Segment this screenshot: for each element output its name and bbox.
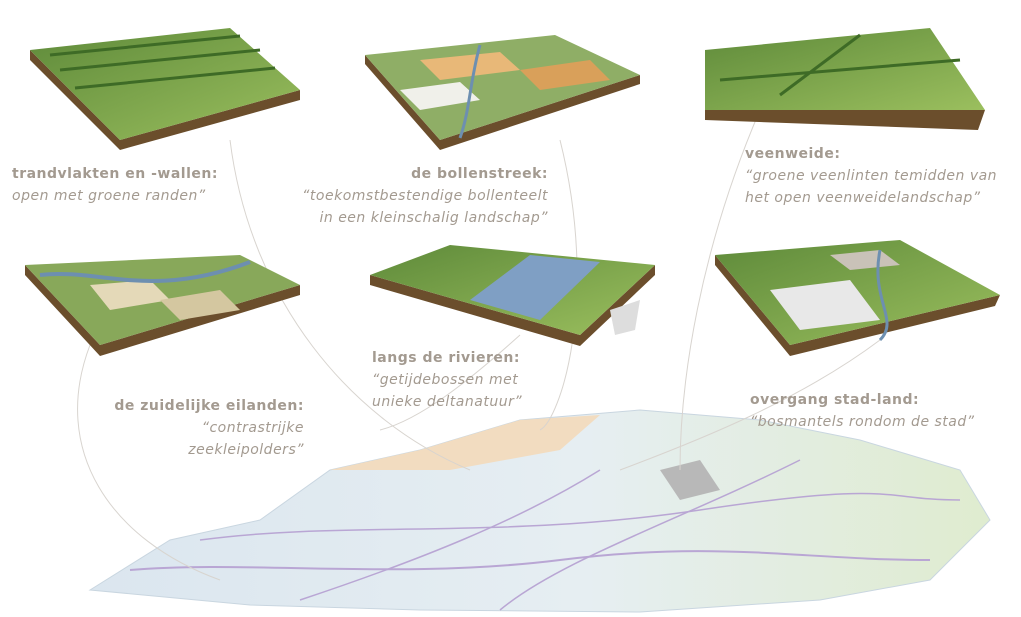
tile [30, 28, 300, 150]
panel-title: de zuidelijke eilanden: [114, 398, 304, 414]
map [88, 409, 991, 613]
panel-quote: “groene veenlinten temidden van [745, 168, 997, 184]
panel-title: trandvlakten en -wallen: [12, 166, 218, 182]
panel-quote: open met groene randen” [12, 188, 206, 204]
tile [365, 35, 640, 150]
panel-quote: het open veenweidelandschap” [745, 190, 981, 206]
panel-quote: “toekomstbestendige bollenteelt [302, 188, 548, 204]
panel-title: overgang stad-land: [750, 392, 919, 408]
tile [715, 240, 1000, 356]
labels: trandvlakten en -wallen: open met groene… [12, 146, 997, 458]
panel-quote: in een kleinschalig landschap” [319, 210, 548, 226]
tile [370, 245, 655, 346]
panel-quote: “getijdebossen met [372, 372, 518, 388]
leader-lines [77, 109, 881, 581]
tile [25, 255, 300, 356]
panel-title: de bollenstreek: [411, 166, 548, 182]
panel-title: veenweide: [745, 146, 840, 162]
panel-quote: “contrastrijke [202, 420, 304, 436]
panel-quote: zeekleipolders” [187, 442, 304, 458]
panel-title: langs de rivieren: [372, 350, 520, 366]
panel-quote: “bosmantels rondom de stad” [750, 414, 975, 430]
panel-quote: unieke deltanatuur” [372, 394, 522, 410]
landscape-tiles [25, 28, 1000, 356]
tile [705, 28, 985, 130]
